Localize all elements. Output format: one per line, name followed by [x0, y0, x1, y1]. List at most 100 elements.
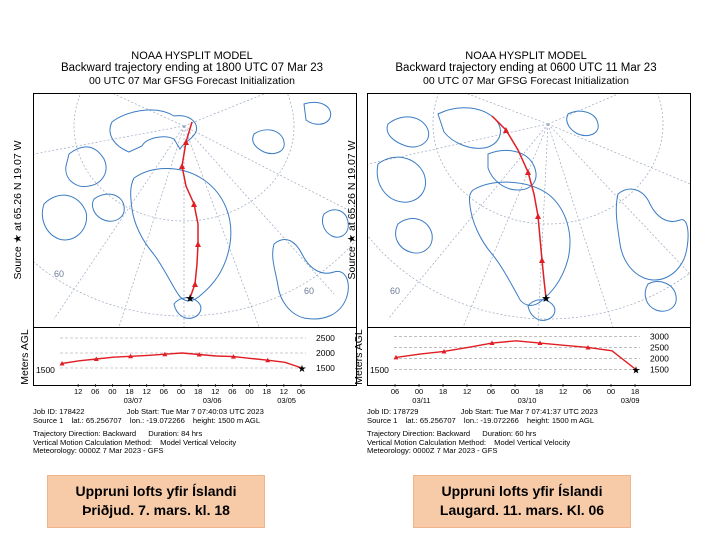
source-star-icon: ★ — [298, 364, 307, 375]
altitude-tick-label: 3000 — [650, 331, 669, 341]
initialization-subtitle: 00 UTC 07 Mar GFSG Forecast Initializati… — [423, 75, 629, 87]
time-tick-label: 06 — [91, 387, 99, 396]
initialization-subtitle: 00 UTC 07 Mar GFSG Forecast Initializati… — [89, 75, 295, 87]
altitude-marker — [162, 351, 168, 357]
info-line: Source 1 lat.: 65.256707 lon.: -19.07226… — [33, 415, 261, 425]
altitude-marker — [128, 353, 134, 359]
time-tick-label: 00 — [108, 387, 116, 396]
coastlines — [41, 101, 349, 320]
coastlines — [376, 107, 689, 321]
trajectory-map: 60 60 ★ — [33, 93, 357, 328]
caption-line: Uppruni lofts yfir Íslandi — [441, 483, 603, 499]
altitude-marker — [265, 357, 271, 363]
time-tick-label: 06 — [228, 387, 236, 396]
date-label: 03/09 — [621, 396, 640, 405]
start-altitude-label: 1500 — [370, 365, 389, 375]
time-tick-label: 12 — [280, 387, 288, 396]
time-axis: 06 00 18 12 06 00 18 12 06 00 18 03/11 03/10 03/09 — [391, 384, 640, 405]
date-label: 03/07 — [124, 396, 143, 405]
trajectory-title: Backward trajectory ending at 0600 UTC 1… — [395, 62, 657, 74]
date-label: 03/06 — [203, 396, 222, 405]
time-tick-label: 12 — [463, 387, 471, 396]
time-tick-label: 06 — [583, 387, 591, 396]
model-title: NOAA HYSPLIT MODEL — [131, 50, 253, 62]
altitude-marker — [537, 340, 543, 346]
time-tick-label: 12 — [143, 387, 151, 396]
altitude-axis-label: Meters AGL — [353, 329, 365, 385]
trajectory-map: 60 ★ — [367, 93, 691, 328]
altitude-marker — [93, 356, 99, 361]
info-line: Meteorology: 0000Z 7 Mar 2023 - GFS — [367, 446, 498, 456]
altitude-tick-label: 2000 — [650, 354, 669, 364]
altitude-trajectory-line — [61, 352, 303, 369]
altitude-profile: 3000 2500 2000 1500 ★ 1500 — [367, 327, 691, 386]
altitude-profile: 2500 2000 1500 ★ 1500 — [33, 327, 357, 386]
info-line: Job ID: 178422 Job Start: Tue Mar 7 07:4… — [33, 407, 264, 416]
info-line: Job ID: 178729 Job Start: Tue Mar 7 07:4… — [367, 407, 598, 416]
altitude-tick-label: 1500 — [650, 365, 669, 375]
altitude-marker — [59, 361, 65, 366]
time-tick-label: 00 — [177, 387, 185, 396]
time-axis: 12 06 00 18 12 06 00 18 12 06 00 18 12 06 03/07 03/06 03… — [74, 384, 305, 405]
caption-line: Laugard. 11. mars. Kl. 06 — [439, 502, 605, 518]
time-tick-label: 18 — [194, 387, 202, 396]
date-label: 03/10 — [518, 396, 537, 405]
time-tick-label: 00 — [415, 387, 423, 396]
latitude-label: 60 — [304, 286, 314, 296]
time-tick-label: 00 — [607, 387, 615, 396]
altitude-tick-label: 2000 — [316, 348, 335, 358]
info-line: Vertical Motion Calculation Method: Mode… — [367, 437, 571, 447]
source-location-label: Source ★ at 65.26 N 19.07 W — [346, 140, 358, 280]
time-tick-label: 18 — [631, 387, 639, 396]
info-line: Vertical Motion Calculation Method: Mode… — [33, 437, 237, 447]
time-tick-label: 12 — [211, 387, 219, 396]
job-info: Job ID: 178422 Job Start: Tue Mar 7 07:4… — [33, 407, 264, 456]
caption-line: Uppruni lofts yfir Íslandi — [75, 483, 237, 499]
info-line: Meteorology: 0000Z 7 Mar 2023 - GFS — [33, 446, 164, 456]
altitude-marker — [489, 340, 495, 346]
time-tick-label: 12 — [559, 387, 567, 396]
trajectory-markers — [179, 139, 201, 287]
time-tick-label: 18 — [125, 387, 133, 396]
trajectory-path — [491, 115, 547, 299]
altitude-tick-label: 2500 — [650, 342, 669, 352]
info-line: Trajectory Direction: Backward Duration:… — [33, 429, 203, 439]
altitude-marker — [393, 354, 399, 360]
trajectory-markers — [503, 127, 545, 263]
altitude-marker — [441, 348, 447, 354]
caption-line: Þriðjud. 7. mars. kl. 18 — [82, 502, 230, 518]
altitude-tick-label: 1500 — [316, 363, 335, 373]
trajectory-panel-left: NOAA HYSPLIT MODEL Backward trajectory e… — [12, 0, 362, 470]
source-star-icon: ★ — [185, 292, 195, 305]
time-tick-label: 06 — [297, 387, 305, 396]
altitude-marker — [230, 354, 236, 359]
altitude-trajectory-line — [395, 340, 637, 371]
date-label: 03/11 — [412, 396, 430, 405]
latitude-label: 60 — [54, 269, 64, 279]
time-tick-label: 00 — [511, 387, 519, 396]
date-label: 03/05 — [277, 396, 296, 405]
altitude-axis-label: Meters AGL — [19, 329, 31, 385]
time-tick-label: 00 — [245, 387, 253, 396]
time-tick-label: 06 — [391, 387, 399, 396]
time-tick-label: 12 — [74, 387, 82, 396]
altitude-tick-label: 2500 — [316, 333, 335, 343]
start-altitude-label: 1500 — [36, 365, 55, 375]
info-line: Source 1 lat.: 65.256707 lon.: -19.07226… — [367, 415, 595, 425]
time-tick-label: 18 — [263, 387, 271, 396]
time-tick-label: 18 — [535, 387, 543, 396]
time-tick-label: 06 — [160, 387, 168, 396]
source-star-icon: ★ — [632, 366, 641, 377]
job-info: Job ID: 178729 Job Start: Tue Mar 7 07:4… — [367, 407, 598, 456]
map-grid — [368, 94, 690, 327]
time-tick-label: 18 — [439, 387, 447, 396]
model-title: NOAA HYSPLIT MODEL — [465, 50, 587, 62]
map-grid — [34, 94, 356, 327]
info-line: Trajectory Direction: Backward Duration:… — [367, 429, 537, 439]
caption-box-right: Uppruni lofts yfir Íslandi Laugard. 11. … — [413, 475, 631, 528]
trajectory-title: Backward trajectory ending at 1800 UTC 0… — [60, 62, 324, 74]
source-star-icon: ★ — [541, 292, 551, 305]
caption-box-left: Uppruni lofts yfir Íslandi Þriðjud. 7. m… — [47, 475, 265, 528]
altitude-marker — [196, 352, 202, 357]
trajectory-path — [181, 121, 199, 299]
